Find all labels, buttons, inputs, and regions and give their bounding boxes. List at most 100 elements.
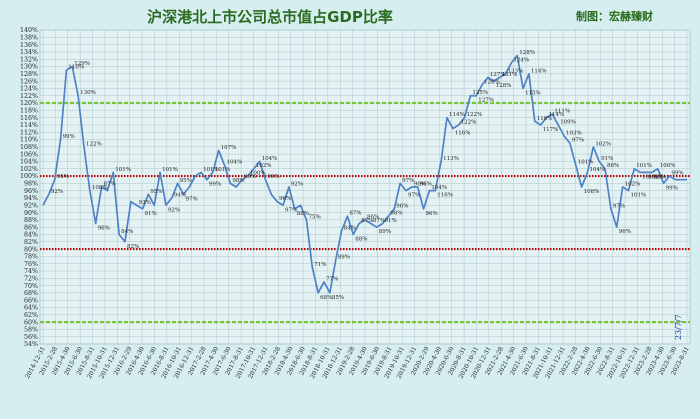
y-tick-label: 92%: [24, 202, 38, 209]
y-tick-label: 72%: [24, 275, 38, 282]
data-label: 98%: [232, 178, 244, 184]
data-label: 111%: [554, 108, 570, 114]
data-label: 104%: [431, 185, 447, 191]
data-label: 88%: [355, 236, 367, 242]
data-label: 114%: [548, 112, 564, 118]
data-label: 126%: [484, 79, 500, 85]
y-tick-label: 62%: [24, 312, 38, 319]
data-labels: 92% 95% 99% 110%129% 130% 122% 108% 96% 87% 101% 8…: [51, 50, 684, 301]
data-label: 97%: [613, 203, 625, 209]
data-label: 90%: [414, 182, 426, 188]
data-label: 101%: [636, 163, 652, 169]
date-stamp: 23/7/7: [674, 314, 683, 340]
chart-title: 沪深港北上市公司总市值占GDP比率: [147, 8, 393, 26]
data-label: 101%: [642, 174, 658, 180]
data-label: 116%: [455, 131, 471, 137]
data-label: 89%: [379, 229, 391, 235]
data-label: 122%: [461, 119, 477, 125]
data-label: 103%: [566, 130, 582, 136]
data-label: 130%: [80, 90, 96, 96]
y-tick-label: 96%: [24, 188, 38, 195]
y-tick-label: 64%: [24, 305, 38, 312]
data-label: 71%: [314, 262, 326, 268]
data-label: 129%: [74, 61, 90, 67]
data-label: 97%: [186, 196, 198, 202]
y-tick-label: 120%: [20, 100, 38, 107]
data-label: 117%: [543, 127, 559, 133]
data-label: 87%: [373, 218, 385, 224]
data-label: 101%: [203, 167, 219, 173]
data-label: 84%: [344, 225, 356, 231]
data-label: 97%: [285, 207, 297, 213]
data-label: 99%: [209, 182, 221, 188]
data-label: 107%: [221, 145, 237, 151]
y-tick-label: 82%: [24, 239, 38, 246]
y-tick-label: 118%: [20, 108, 38, 115]
data-label: 96%: [279, 196, 291, 202]
y-tick-label: 84%: [24, 232, 38, 239]
data-label: 127%: [490, 72, 506, 78]
data-label: 110%: [68, 65, 84, 71]
data-label: 91%: [385, 218, 397, 224]
data-label: 114%: [449, 112, 465, 118]
data-label: 86%: [607, 163, 619, 169]
y-tick-label: 94%: [24, 195, 38, 202]
data-label: 99%: [244, 174, 256, 180]
y-tick-label: 126%: [20, 78, 38, 85]
data-label: 95%: [150, 189, 162, 195]
data-label: 85%: [332, 295, 344, 301]
data-label: 104%: [262, 156, 278, 162]
y-tick-label: 98%: [24, 181, 38, 188]
data-label: 91%: [601, 156, 613, 162]
data-label: 102%: [648, 174, 664, 180]
data-label: 94%: [174, 192, 186, 198]
y-tick-label: 76%: [24, 261, 38, 268]
data-label: 128%: [496, 83, 512, 89]
data-label: 102%: [256, 163, 272, 169]
y-tick-label: 124%: [20, 86, 38, 93]
x-axis-ticks: 2014-12-312015-2-282015-4-302015-6-30201…: [24, 346, 691, 380]
data-label: 75%: [308, 214, 320, 220]
reference-lines: [40, 101, 690, 324]
data-label: 108%: [584, 189, 600, 195]
y-tick-label: 114%: [20, 122, 38, 129]
data-label: 96%: [619, 229, 631, 235]
y-tick-label: 112%: [20, 129, 38, 136]
data-label: 122%: [467, 112, 483, 118]
data-label: 95%: [57, 174, 69, 180]
data-label: 101%: [162, 167, 178, 173]
data-label: 96%: [98, 226, 110, 232]
data-label: 104%: [226, 160, 242, 166]
y-tick-label: 80%: [24, 246, 38, 253]
y-tick-label: 90%: [24, 210, 38, 217]
y-tick-label: 54%: [24, 341, 38, 348]
data-label: 98%: [654, 174, 666, 180]
data-label: 99%: [671, 171, 683, 177]
data-label: 97%: [572, 138, 584, 144]
y-tick-label: 68%: [24, 290, 38, 297]
data-label: 97%: [402, 178, 414, 184]
data-label: 96%: [396, 203, 408, 209]
data-label: 122%: [86, 141, 102, 147]
y-axis-ticks: 54%56%58%60%62%64%66%68%70%72%74%76%78%8…: [20, 27, 38, 348]
y-tick-label: 88%: [24, 217, 38, 224]
data-label: 99%: [267, 174, 279, 180]
y-tick-label: 56%: [24, 334, 38, 341]
data-label: 114%: [531, 68, 547, 74]
y-tick-label: 78%: [24, 254, 38, 261]
data-label: 92%: [168, 207, 180, 213]
data-label: 108%: [92, 185, 108, 191]
y-tick-label: 140%: [20, 27, 38, 34]
data-label: 99%: [666, 185, 678, 191]
series-line-layer: [42, 54, 687, 294]
y-tick-label: 106%: [20, 151, 38, 158]
data-label: 82%: [127, 244, 139, 250]
data-label: 97%: [408, 193, 420, 199]
data-label: 101%: [630, 193, 646, 199]
y-tick-label: 66%: [24, 297, 38, 304]
y-tick-label: 104%: [20, 159, 38, 166]
data-label: 102%: [595, 141, 611, 147]
y-tick-label: 130%: [20, 64, 38, 71]
data-label: 88%: [297, 211, 309, 217]
